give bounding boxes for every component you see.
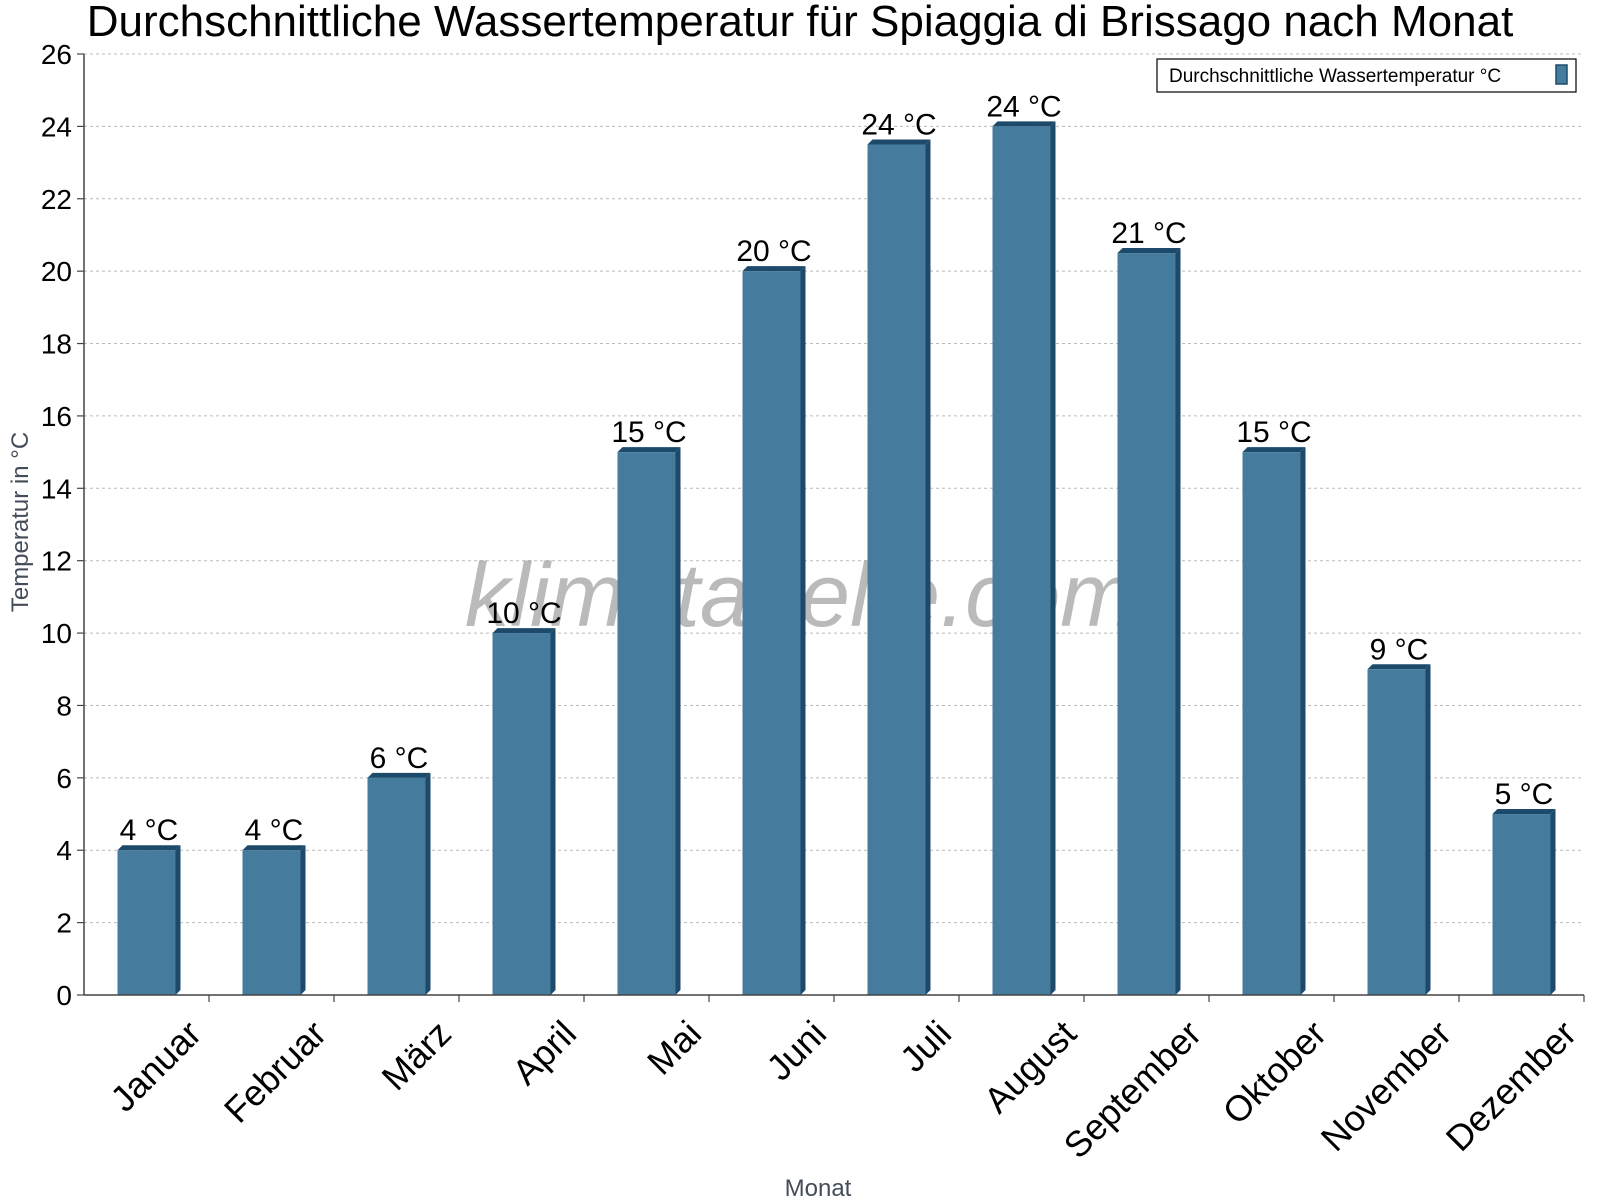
y-tick-label: 22 [41, 184, 72, 215]
y-tick-label: 6 [56, 763, 72, 794]
x-tick-label: März [374, 1013, 460, 1099]
y-tick-label: 12 [41, 546, 72, 577]
data-label: 4 °C [245, 814, 304, 847]
y-tick-label: 0 [56, 980, 72, 1011]
bar-top [242, 845, 306, 851]
bar-top [992, 121, 1056, 127]
bar-front [1367, 669, 1426, 995]
x-tick-label: Oktober [1215, 1013, 1335, 1133]
bar-februar [242, 845, 306, 995]
bar-november [1367, 664, 1431, 995]
bar-august [992, 121, 1056, 995]
data-label: 20 °C [736, 235, 811, 268]
gridlines [84, 53, 1584, 924]
bar-front [742, 271, 801, 996]
bar-september [1117, 248, 1181, 996]
bar-side [800, 266, 806, 996]
x-tick-label: August [976, 1013, 1084, 1121]
legend-label: Durchschnittliche Wassertemperatur °C [1169, 66, 1501, 87]
bar-side [550, 628, 556, 995]
bar-front [992, 126, 1051, 995]
data-label: 15 °C [1236, 416, 1311, 449]
bar-side [425, 772, 431, 995]
y-tick-label: 20 [41, 256, 72, 287]
bar-side [1300, 447, 1306, 996]
y-tick-label: 16 [41, 401, 72, 432]
bar-side [675, 447, 681, 996]
y-axis-title: Temperatur in °C [7, 432, 34, 612]
bar-side [1175, 248, 1181, 996]
x-tick-label: Juli [892, 1013, 959, 1080]
bar-top [1242, 447, 1306, 453]
data-label: 15 °C [611, 416, 686, 449]
x-tick-label: September [1056, 1013, 1210, 1167]
x-tick-label: Januar [102, 1013, 209, 1120]
data-label: 6 °C [370, 742, 429, 775]
data-label: 24 °C [861, 108, 936, 141]
chart-title: Durchschnittliche Wassertemperatur für S… [87, 0, 1514, 46]
y-tick-label: 8 [56, 690, 72, 721]
bar-dezember [1492, 809, 1556, 995]
bar-front [117, 850, 176, 995]
legend: Durchschnittliche Wassertemperatur °C [1156, 58, 1577, 93]
bar-front [242, 850, 301, 995]
bar-top [492, 628, 556, 634]
bar-top [367, 772, 431, 778]
x-tick-label: April [504, 1013, 584, 1093]
data-label: 21 °C [1111, 217, 1186, 250]
x-tick-label: Dezember [1438, 1013, 1584, 1159]
bar-juni [742, 266, 806, 996]
y-tick-label: 4 [56, 835, 72, 866]
y-tick-label: 24 [41, 111, 72, 142]
x-tick-label: Juni [758, 1013, 834, 1089]
bar-top [1367, 664, 1431, 670]
bar-märz [367, 772, 431, 995]
data-label: 9 °C [1370, 633, 1429, 666]
bar-front [492, 633, 551, 995]
bar-side [175, 845, 181, 995]
bar-side [1425, 664, 1431, 995]
bar-juli [867, 139, 931, 995]
bar-top [867, 139, 931, 145]
bar-top [742, 266, 806, 272]
y-tick-label: 26 [41, 39, 72, 70]
bar-mai [617, 447, 681, 996]
bar-front [1492, 814, 1551, 995]
bar-front [367, 777, 426, 995]
bar-side [300, 845, 306, 995]
data-label: 10 °C [486, 597, 561, 630]
data-label: 4 °C [120, 814, 179, 847]
bar-front [1117, 253, 1176, 996]
bar-top [117, 845, 181, 851]
bar-side [1550, 809, 1556, 995]
bar-april [492, 628, 556, 995]
x-tick-label: Mai [639, 1013, 709, 1083]
bar-top [1117, 248, 1181, 254]
bar-front [1242, 452, 1301, 996]
bar-front [867, 144, 926, 995]
data-label: 24 °C [986, 90, 1061, 123]
data-label: 5 °C [1495, 778, 1554, 811]
legend-box [1156, 58, 1577, 93]
x-axis-title: Monat [785, 1175, 852, 1200]
bar-top [617, 447, 681, 453]
y-tick-label: 18 [41, 329, 72, 360]
y-tick-label: 14 [41, 473, 72, 504]
bar-januar [117, 845, 181, 995]
x-tick-label: November [1313, 1013, 1459, 1159]
legend-swatch [1555, 64, 1568, 85]
bar-oktober [1242, 447, 1306, 996]
bar-front [617, 452, 676, 996]
x-tick-label: Februar [216, 1013, 334, 1131]
bar-top [1492, 809, 1556, 815]
bar-side [925, 139, 931, 995]
bar-side [1050, 121, 1056, 995]
y-tick-label: 2 [56, 908, 72, 939]
y-tick-label: 10 [41, 618, 72, 649]
data-labels: 4 °C 4 °C 6 °C 10 °C 15 °C 20 °C 24 °C 24 °C 21 … [120, 90, 1554, 847]
bars [117, 121, 1556, 996]
